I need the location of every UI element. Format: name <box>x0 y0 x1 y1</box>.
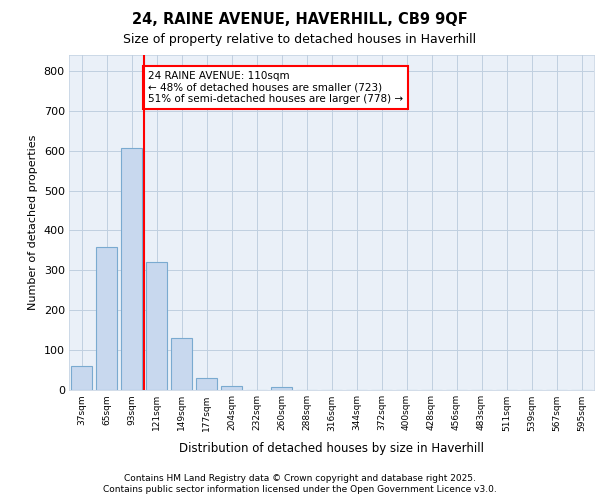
Y-axis label: Number of detached properties: Number of detached properties <box>28 135 38 310</box>
Bar <box>196 378 217 390</box>
Bar <box>96 247 117 390</box>
Bar <box>71 366 92 390</box>
Bar <box>146 262 167 390</box>
Bar <box>121 148 142 390</box>
Text: Contains HM Land Registry data © Crown copyright and database right 2025.
Contai: Contains HM Land Registry data © Crown c… <box>103 474 497 494</box>
X-axis label: Distribution of detached houses by size in Haverhill: Distribution of detached houses by size … <box>179 442 484 454</box>
Text: Size of property relative to detached houses in Haverhill: Size of property relative to detached ho… <box>124 32 476 46</box>
Bar <box>271 387 292 390</box>
Text: 24, RAINE AVENUE, HAVERHILL, CB9 9QF: 24, RAINE AVENUE, HAVERHILL, CB9 9QF <box>132 12 468 28</box>
Bar <box>221 386 242 390</box>
Bar <box>171 338 192 390</box>
Text: 24 RAINE AVENUE: 110sqm
← 48% of detached houses are smaller (723)
51% of semi-d: 24 RAINE AVENUE: 110sqm ← 48% of detache… <box>148 71 403 104</box>
